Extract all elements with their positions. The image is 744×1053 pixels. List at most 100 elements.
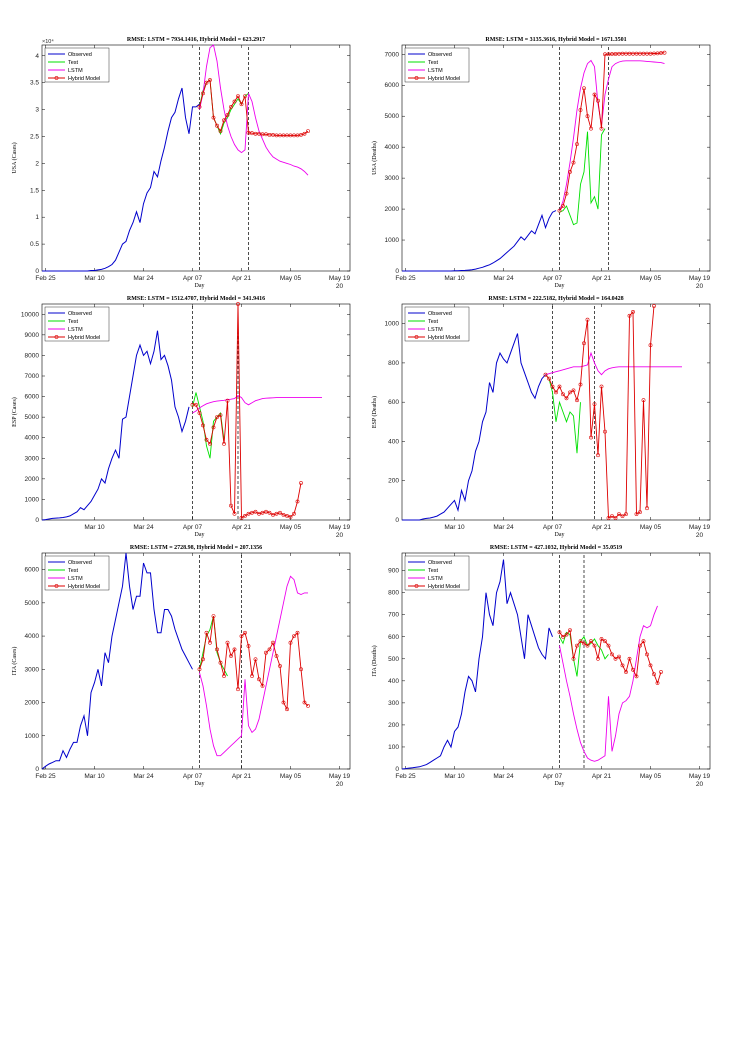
data-point xyxy=(225,640,230,645)
x-axis-label: Day xyxy=(555,781,565,787)
data-point xyxy=(624,670,628,674)
data-point xyxy=(250,131,254,136)
y-tick-label: 0 xyxy=(395,268,399,275)
data-point xyxy=(638,510,642,514)
data-point xyxy=(599,126,604,131)
x-tick-label: May 19 xyxy=(689,524,711,531)
x-tick-label: Mar 24 xyxy=(133,275,154,282)
data-point xyxy=(211,425,216,430)
data-point xyxy=(253,657,258,662)
x-tick-label: May 05 xyxy=(280,275,302,282)
data-point xyxy=(627,313,632,318)
data-point xyxy=(208,441,212,446)
x-tick-label: Mar 24 xyxy=(493,524,514,531)
data-point xyxy=(281,700,286,705)
data-point xyxy=(285,514,289,518)
chart-title: RMSE: LSTM = 1512.4707, Hybrid Model = 3… xyxy=(127,296,265,302)
chart-3: RMSE: LSTM = 222.5182, Hybrid Model = 16… xyxy=(371,296,711,539)
series-line-lstm xyxy=(559,605,658,762)
data-point xyxy=(554,390,558,395)
chart-2: RMSE: LSTM = 1512.4707, Hybrid Model = 3… xyxy=(11,296,351,539)
legend-label: Test xyxy=(428,60,439,66)
y-tick-label: 6000 xyxy=(25,567,40,574)
x-tick-label: May 19 xyxy=(329,275,351,282)
x-tick-label: Apr 07 xyxy=(543,275,563,282)
y-tick-label: 600 xyxy=(388,634,399,641)
x-tick-label: Feb 25 xyxy=(35,275,56,282)
legend-marker xyxy=(414,76,419,80)
data-point xyxy=(550,384,555,389)
x-tick-label: Apr 21 xyxy=(232,524,252,531)
y-tick-label: 1000 xyxy=(385,237,400,244)
x-tick-label: Apr 21 xyxy=(592,524,612,531)
x-tick-label: Mar 24 xyxy=(493,773,514,780)
data-point xyxy=(264,132,268,137)
data-point xyxy=(204,437,209,442)
series-line-lstm xyxy=(545,351,682,376)
data-point xyxy=(208,640,212,645)
data-point xyxy=(571,160,576,165)
chart-5: RMSE: LSTM = 427.1032, Hybrid Model = 35… xyxy=(371,545,711,788)
x-tick-label: Mar 24 xyxy=(493,275,514,282)
data-point xyxy=(631,667,635,672)
data-point xyxy=(299,481,303,485)
data-point xyxy=(592,402,597,407)
legend-label: Observed xyxy=(68,311,92,317)
series-line-observed xyxy=(402,210,557,272)
y-tick-label: 1000 xyxy=(25,733,40,740)
y-axis-label: ITA (Cases) xyxy=(11,647,18,676)
data-point xyxy=(232,647,237,652)
data-point xyxy=(271,132,275,137)
data-point xyxy=(557,208,562,213)
data-point xyxy=(204,80,209,85)
y-axis-label: USA (Cases) xyxy=(11,142,18,173)
data-point xyxy=(652,51,656,56)
legend-label: Observed xyxy=(428,311,452,317)
series-line-observed xyxy=(402,333,546,521)
x-tick-year: 20 xyxy=(336,532,344,539)
y-tick-label: 3000 xyxy=(25,455,40,462)
plot-area xyxy=(41,44,351,272)
data-point xyxy=(201,423,205,428)
y-tick-label: 0 xyxy=(35,268,39,275)
legend-marker xyxy=(54,335,59,339)
data-point xyxy=(211,115,216,120)
legend-marker xyxy=(54,76,59,80)
y-tick-label: 400 xyxy=(388,438,399,445)
y-tick-label: 0 xyxy=(35,517,39,524)
data-point xyxy=(641,639,646,644)
data-point xyxy=(306,704,310,708)
data-point xyxy=(288,515,293,519)
y-tick-label: 5000 xyxy=(25,600,40,607)
series-line-observed xyxy=(42,87,200,272)
data-point xyxy=(257,511,261,516)
series-line-lstm xyxy=(192,394,322,414)
legend-label: Test xyxy=(428,319,439,325)
legend-label: LSTM xyxy=(68,576,83,582)
y-tick-label: 4000 xyxy=(25,435,40,442)
data-point xyxy=(218,129,223,134)
x-tick-year: 20 xyxy=(336,283,344,290)
data-point xyxy=(257,131,261,136)
data-point xyxy=(613,516,618,520)
data-point xyxy=(582,86,586,91)
data-point xyxy=(610,514,614,519)
x-tick-label: Feb 25 xyxy=(395,773,416,780)
y-tick-label: 700 xyxy=(388,612,399,619)
data-point xyxy=(204,630,209,635)
x-tick-label: Mar 10 xyxy=(84,524,105,531)
y-tick-label: 3 xyxy=(35,107,39,114)
x-tick-label: Apr 21 xyxy=(232,275,252,282)
series-line-lstm xyxy=(199,575,308,757)
y-tick-label: 400 xyxy=(388,678,399,685)
data-point xyxy=(606,643,611,648)
legend-marker xyxy=(54,584,59,588)
data-point xyxy=(596,453,600,458)
series-line-observed xyxy=(401,559,553,770)
data-point xyxy=(278,664,282,668)
data-point xyxy=(596,656,600,661)
x-tick-year: 20 xyxy=(696,781,704,788)
x-axis-label: Day xyxy=(195,781,205,787)
data-point xyxy=(575,142,579,147)
data-point xyxy=(617,512,621,517)
